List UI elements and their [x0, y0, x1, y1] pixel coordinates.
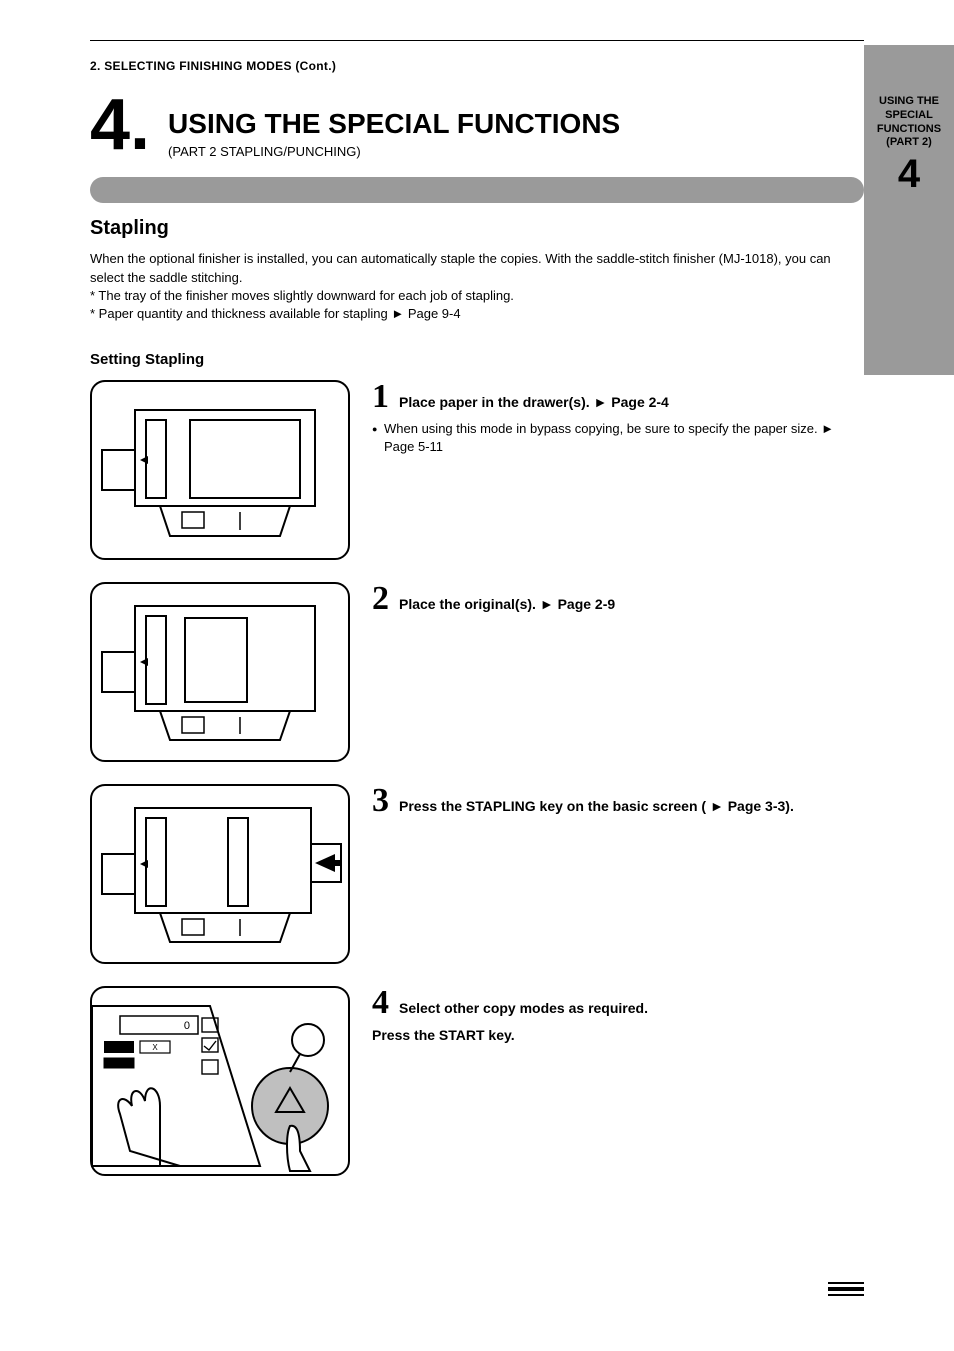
- title-section-number: 4.: [90, 91, 150, 159]
- step-text: 3 Press the STAPLING key on the basic sc…: [372, 784, 864, 964]
- svg-text:0: 0: [184, 1020, 190, 1032]
- step-number: 4: [372, 986, 389, 1020]
- step-heading: Place the original(s). ► Page 2-9: [399, 595, 615, 614]
- figure-start-key: 0 X: [90, 986, 350, 1176]
- section-divider-bar: [90, 177, 864, 203]
- step-row: 2 Place the original(s). ► Page 2-9: [90, 582, 864, 762]
- intro-text: When the optional finisher is installed,…: [90, 251, 831, 284]
- chapter-tab: USING THE SPECIAL FUNCTIONS (PART 2) 4: [864, 45, 954, 375]
- svg-text:X: X: [152, 1043, 158, 1052]
- step-row: 3 Press the STAPLING key on the basic sc…: [90, 784, 864, 964]
- step-heading: Press the STAPLING key on the basic scre…: [399, 797, 794, 816]
- step-row: 0 X: [90, 986, 864, 1176]
- page-title-row: 4. USING THE SPECIAL FUNCTIONS (PART 2 S…: [90, 91, 864, 159]
- side-tab-part: (PART 2): [864, 136, 954, 150]
- step-body: Press the START key.: [372, 1026, 864, 1045]
- figure-original-placed: [90, 582, 350, 762]
- step-row: 1 Place paper in the drawer(s). ► Page 2…: [90, 380, 864, 560]
- step-number: 1: [372, 380, 389, 414]
- section-heading: Stapling: [90, 217, 864, 240]
- subsection-heading: Setting Stapling: [90, 351, 864, 368]
- footer-ornament: [828, 1282, 864, 1296]
- steps-column: 1 Place paper in the drawer(s). ► Page 2…: [90, 380, 864, 1176]
- step-text: 1 Place paper in the drawer(s). ► Page 2…: [372, 380, 864, 560]
- step-number: 3: [372, 784, 389, 818]
- step-heading: Place paper in the drawer(s). ► Page 2-4: [399, 393, 669, 412]
- top-horizontal-rule: [90, 40, 864, 41]
- step-bullet: When using this mode in bypass copying, …: [372, 420, 864, 456]
- running-head: 2. SELECTING FINISHING MODES (Cont.): [90, 59, 864, 73]
- title-subtitle: (PART 2 STAPLING/PUNCHING): [168, 144, 620, 159]
- step-heading: Select other copy modes as required.: [399, 999, 648, 1018]
- intro-note-2: * Paper quantity and thickness available…: [90, 306, 461, 321]
- figure-drawer-closed: [90, 380, 350, 560]
- step-text: 4 Select other copy modes as required. P…: [372, 986, 864, 1176]
- title-main: USING THE SPECIAL FUNCTIONS: [168, 108, 620, 140]
- intro-note-1: * The tray of the finisher moves slightl…: [90, 288, 514, 303]
- section-intro: When the optional finisher is installed,…: [90, 250, 864, 323]
- step-text: 2 Place the original(s). ► Page 2-9: [372, 582, 864, 762]
- side-tab-line-1: USING THE SPECIAL: [864, 45, 954, 123]
- figure-stapling-key: [90, 784, 350, 964]
- side-tab-line-2: FUNCTIONS: [864, 123, 954, 137]
- side-tab-section-number: 4: [864, 154, 954, 194]
- step-number: 2: [372, 582, 389, 616]
